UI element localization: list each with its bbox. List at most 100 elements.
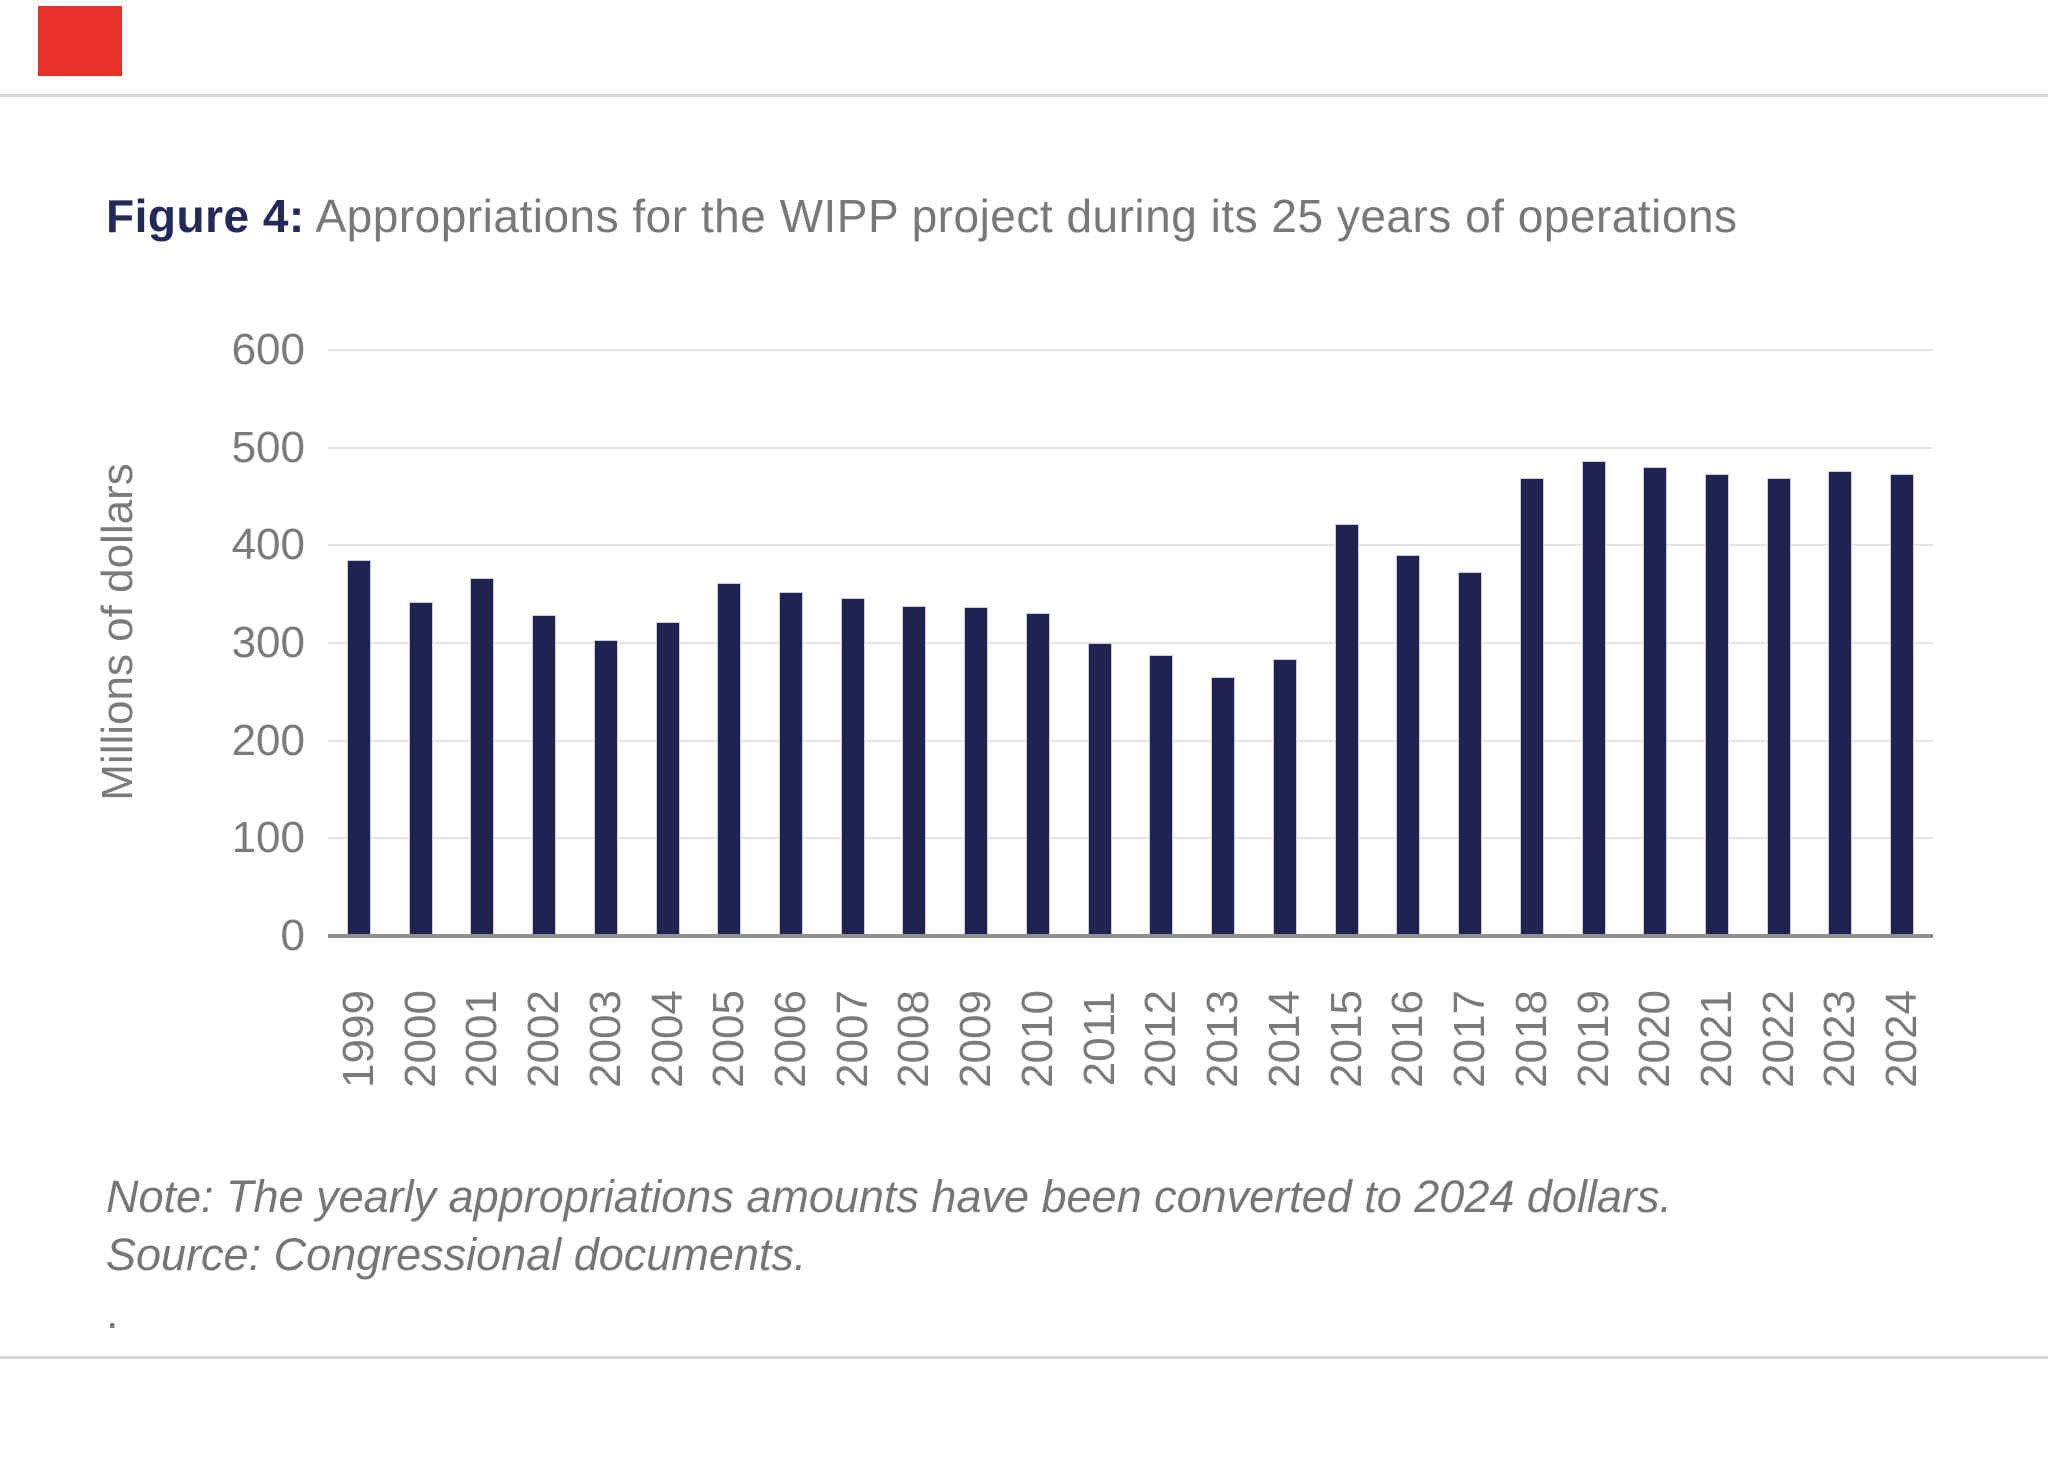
bar-2022 xyxy=(1766,477,1791,936)
x-tick-2019: 2019 xyxy=(1568,990,1618,1088)
x-label-slot-2015: 2015 xyxy=(1316,936,1378,1136)
bar-slot-2000 xyxy=(390,350,452,936)
x-tick-2012: 2012 xyxy=(1136,990,1186,1088)
x-label-slot-2001: 2001 xyxy=(451,936,513,1136)
x-tick-2000: 2000 xyxy=(395,990,445,1088)
bar-1999 xyxy=(346,559,371,936)
figure-title-prefix: Figure 4: xyxy=(106,190,305,242)
x-label-slot-2022: 2022 xyxy=(1748,936,1810,1136)
x-tick-2022: 2022 xyxy=(1753,990,1803,1088)
x-label-slot-2012: 2012 xyxy=(1131,936,1193,1136)
x-label-slot-2020: 2020 xyxy=(1624,936,1686,1136)
x-label-slot-2013: 2013 xyxy=(1192,936,1254,1136)
y-axis-tick-labels: 0 100 200 300 400 500 600 xyxy=(0,328,305,958)
x-tick-2006: 2006 xyxy=(766,990,815,1088)
x-label-slot-2017: 2017 xyxy=(1439,936,1501,1136)
bar-slot-2002 xyxy=(513,350,575,936)
bar-slot-2016 xyxy=(1377,350,1439,936)
y-tick-300: 300 xyxy=(231,618,305,667)
gridline-600 xyxy=(328,349,1933,351)
figure-title: Figure 4: Appropriations for the WIPP pr… xyxy=(106,188,1738,244)
y-tick-400: 400 xyxy=(231,520,305,570)
x-tick-2017: 2017 xyxy=(1445,990,1495,1088)
x-label-slot-2018: 2018 xyxy=(1501,936,1563,1136)
bar-slot-2004 xyxy=(637,350,699,936)
x-label-slot-2011: 2011 xyxy=(1069,936,1131,1136)
bar-2015 xyxy=(1334,523,1359,936)
bar-2003 xyxy=(593,640,618,936)
bar-slot-1999 xyxy=(328,350,390,936)
x-tick-2001: 2001 xyxy=(457,990,507,1088)
bar-slot-2015 xyxy=(1316,350,1378,936)
bar-2024 xyxy=(1890,474,1915,936)
x-label-slot-2019: 2019 xyxy=(1563,936,1625,1136)
bar-slot-2006 xyxy=(760,350,822,936)
bar-2002 xyxy=(532,614,557,936)
x-tick-2007: 2007 xyxy=(827,990,877,1088)
gridline-100 xyxy=(328,837,1933,840)
x-label-slot-2009: 2009 xyxy=(945,936,1007,1136)
x-tick-2023: 2023 xyxy=(1815,990,1865,1088)
bar-slot-2023 xyxy=(1810,350,1872,936)
x-label-slot-2006: 2006 xyxy=(760,936,822,1136)
bar-slot-2007 xyxy=(822,350,884,936)
x-tick-2018: 2018 xyxy=(1506,990,1556,1088)
bar-2019 xyxy=(1581,461,1606,936)
bar-2008 xyxy=(902,605,927,936)
x-label-slot-2016: 2016 xyxy=(1377,936,1439,1136)
bar-2006 xyxy=(779,592,803,936)
bar-slot-2003 xyxy=(575,350,637,936)
x-tick-2009: 2009 xyxy=(951,990,1001,1088)
x-tick-2013: 2013 xyxy=(1198,990,1248,1088)
bar-2012 xyxy=(1149,654,1174,936)
y-tick-600: 600 xyxy=(231,325,305,374)
x-label-slot-2008: 2008 xyxy=(884,936,946,1136)
x-tick-2016: 2016 xyxy=(1383,990,1433,1088)
x-tick-2011: 2011 xyxy=(1074,991,1124,1087)
bar-slot-2021 xyxy=(1686,350,1748,936)
x-label-slot-2005: 2005 xyxy=(698,936,760,1136)
x-label-slot-1999: 1999 xyxy=(328,936,390,1136)
x-tick-2005: 2005 xyxy=(704,990,754,1088)
figure-note: Note: The yearly appropriations amounts … xyxy=(106,1168,1672,1342)
x-label-slot-2010: 2010 xyxy=(1007,936,1069,1136)
x-axis-line xyxy=(328,934,1933,938)
x-label-slot-2002: 2002 xyxy=(513,936,575,1136)
bar-slot-2014 xyxy=(1254,350,1316,936)
x-tick-2002: 2002 xyxy=(519,990,569,1088)
bar-slot-2022 xyxy=(1748,350,1810,936)
plot-area xyxy=(328,349,1933,938)
bar-2010 xyxy=(1025,612,1050,936)
x-label-slot-2021: 2021 xyxy=(1686,936,1748,1136)
bar-2013 xyxy=(1211,677,1236,936)
x-label-slot-2023: 2023 xyxy=(1810,936,1872,1136)
bar-2018 xyxy=(1519,477,1544,936)
bar-2021 xyxy=(1705,474,1730,936)
bar-2007 xyxy=(840,598,865,936)
x-tick-1999: 1999 xyxy=(333,990,383,1088)
gridline-200 xyxy=(328,739,1933,742)
x-tick-2014: 2014 xyxy=(1259,990,1309,1088)
bar-2009 xyxy=(964,606,989,936)
x-label-slot-2007: 2007 xyxy=(822,936,884,1136)
bar-2000 xyxy=(408,601,433,936)
bar-2001 xyxy=(470,577,495,936)
bar-slot-2017 xyxy=(1439,350,1501,936)
x-label-slot-2000: 2000 xyxy=(390,936,452,1136)
x-tick-2008: 2008 xyxy=(889,990,939,1088)
bar-slot-2008 xyxy=(884,350,946,936)
bar-slot-2019 xyxy=(1563,350,1625,936)
x-label-slot-2003: 2003 xyxy=(575,936,637,1136)
gridline-400 xyxy=(328,544,1933,547)
bar-series xyxy=(328,350,1933,936)
x-tick-2021: 2021 xyxy=(1692,990,1742,1088)
x-tick-2003: 2003 xyxy=(580,990,630,1088)
y-tick-100: 100 xyxy=(231,813,305,863)
y-tick-0: 0 xyxy=(280,911,305,960)
bar-2011 xyxy=(1087,643,1112,936)
bar-2004 xyxy=(655,621,680,936)
bar-slot-2018 xyxy=(1501,350,1563,936)
figure-title-text: Appropriations for the WIPP project duri… xyxy=(304,190,1738,242)
x-tick-2024: 2024 xyxy=(1877,990,1927,1088)
